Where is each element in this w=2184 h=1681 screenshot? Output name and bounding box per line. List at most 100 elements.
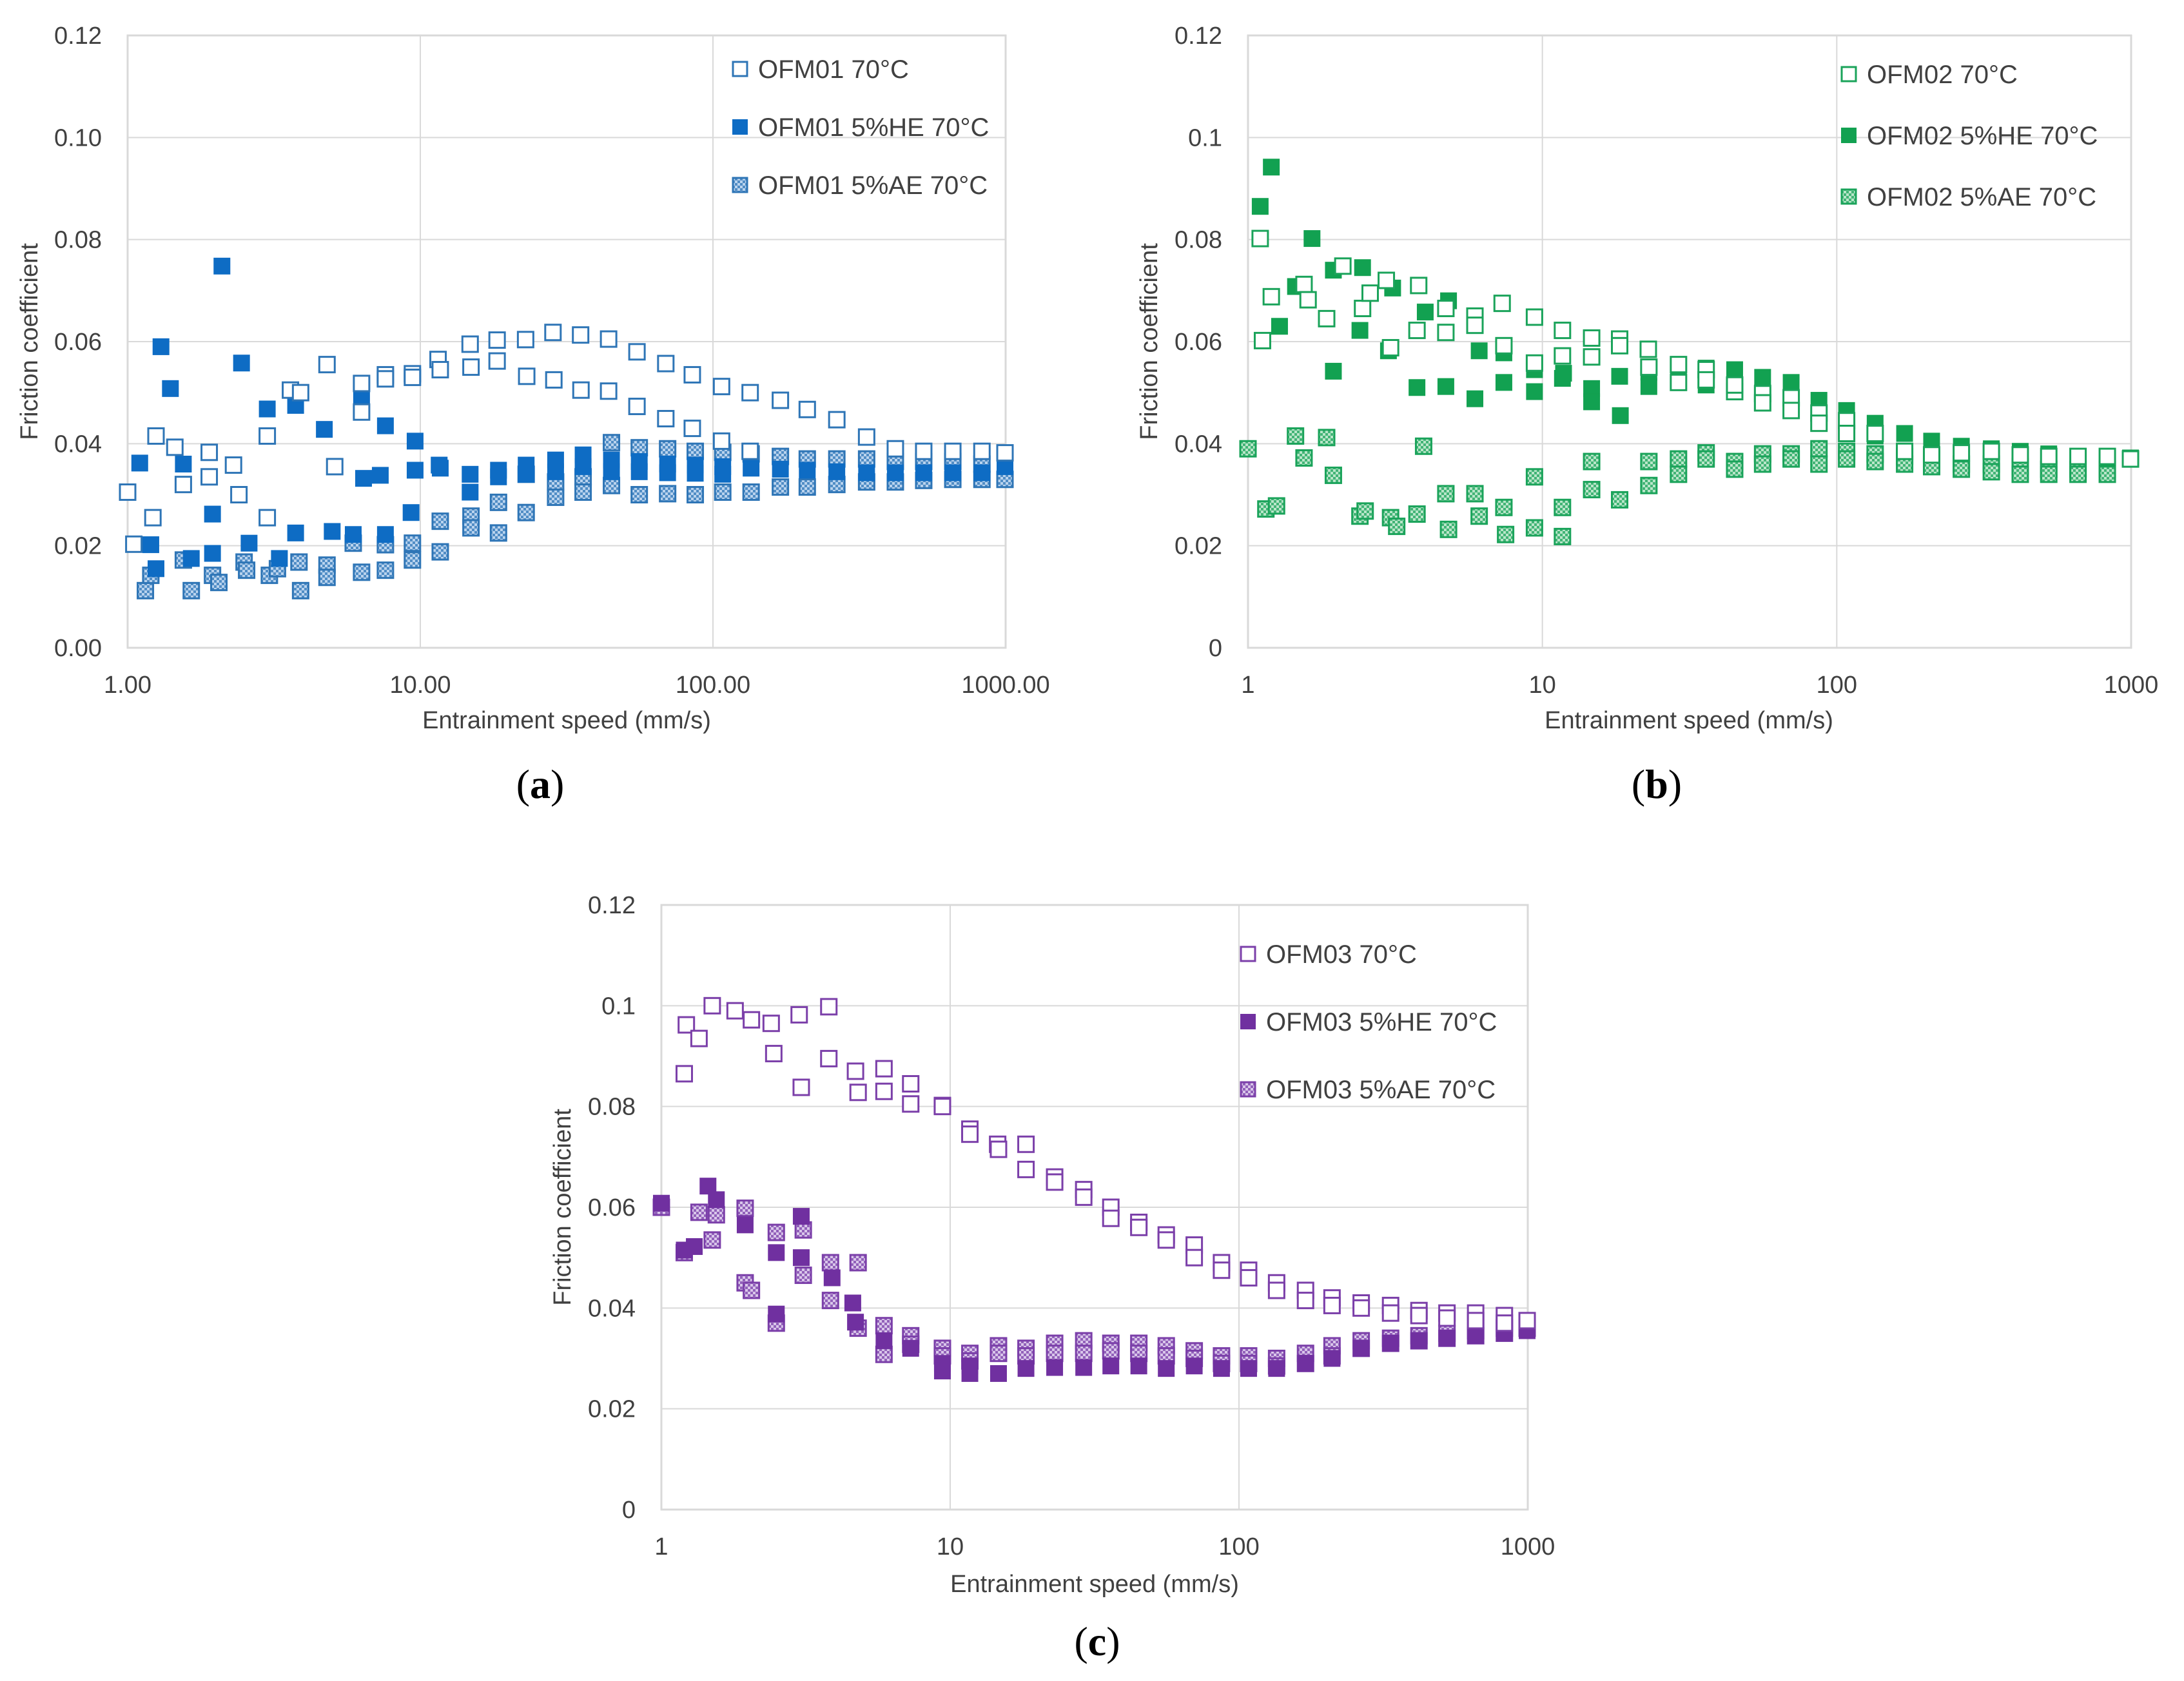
data-point-filled xyxy=(204,505,221,523)
data-point-open xyxy=(1438,1309,1456,1327)
data-point-filled xyxy=(1782,374,1800,391)
y-tick-label: 0.08 xyxy=(54,227,102,254)
data-point-patterned xyxy=(318,568,336,587)
data-point-open xyxy=(1262,287,1280,306)
y-tick-label: 0.08 xyxy=(588,1094,636,1121)
data-point-open xyxy=(1922,446,1940,464)
data-point-filled xyxy=(799,462,816,479)
data-point-filled xyxy=(547,463,564,480)
data-point-open xyxy=(125,535,143,553)
data-point-open xyxy=(353,374,371,393)
y-tick-label: 0.02 xyxy=(588,1396,636,1423)
data-point-open xyxy=(1611,336,1629,355)
legend-marker-filled xyxy=(1240,1014,1256,1029)
y-tick-label: 0.02 xyxy=(54,533,102,560)
data-point-patterned xyxy=(1640,452,1658,471)
data-point-open xyxy=(1670,373,1688,391)
data-point-filled xyxy=(1102,1357,1120,1375)
data-point-open xyxy=(792,1078,810,1096)
data-point-open xyxy=(326,458,344,476)
data-point-filled xyxy=(431,460,449,477)
data-point-open xyxy=(875,1082,893,1100)
data-point-patterned xyxy=(238,561,256,579)
data-point-patterned xyxy=(767,1223,785,1241)
data-point-filled xyxy=(233,355,250,372)
data-point-filled xyxy=(152,338,170,355)
data-point-filled xyxy=(175,456,192,472)
x-tick-labels: 1 10 100 1000 xyxy=(654,1533,1555,1560)
data-point-patterned xyxy=(1753,455,1771,473)
data-point-patterned xyxy=(659,440,677,458)
data-point-open xyxy=(1639,340,1657,358)
data-point-open xyxy=(1466,316,1484,335)
x-tick-label: 1000 xyxy=(2104,672,2159,699)
data-point-patterned xyxy=(2011,465,2029,483)
data-point-filled xyxy=(708,1191,725,1209)
data-point-patterned xyxy=(291,581,309,599)
data-point-filled xyxy=(1303,230,1321,248)
data-point-filled xyxy=(1611,367,1628,385)
data-point-open xyxy=(1554,347,1572,365)
data-point-filled xyxy=(875,1332,893,1350)
x-tick-label: 100.00 xyxy=(676,672,750,699)
data-point-open xyxy=(545,371,563,389)
data-point-patterned xyxy=(1953,460,1971,478)
data-point-open xyxy=(1810,414,1828,432)
data-point-patterned xyxy=(1075,1345,1093,1363)
data-point-filled xyxy=(1754,369,1771,386)
data-point-open xyxy=(772,391,790,409)
data-point-filled xyxy=(406,432,424,450)
data-point-patterned xyxy=(659,485,677,503)
legend-entry: OFM02 5%AE 70°C xyxy=(1867,183,2096,211)
data-point-open xyxy=(857,428,875,446)
data-point-open xyxy=(1982,442,2000,460)
data-point-open xyxy=(600,330,618,348)
data-point-open xyxy=(712,432,730,450)
legend-marker-open xyxy=(732,61,748,77)
data-point-patterned xyxy=(462,519,480,537)
data-point-open xyxy=(902,1095,920,1113)
data-point-filled xyxy=(686,1238,703,1255)
legend-entry: OFM02 5%HE 70°C xyxy=(1867,122,2098,150)
data-point-open xyxy=(933,1098,951,1116)
data-point-filled xyxy=(1437,378,1454,395)
data-point-filled xyxy=(1017,1360,1035,1377)
data-points xyxy=(1239,159,2140,545)
data-point-open xyxy=(657,355,675,373)
data-point-patterned xyxy=(2069,465,2087,483)
data-point-patterned xyxy=(703,1231,721,1249)
x-tick-label: 100 xyxy=(1817,672,1857,699)
data-point-patterned xyxy=(736,1200,754,1218)
data-point-filled xyxy=(714,465,732,483)
data-point-patterned xyxy=(376,561,395,579)
data-point-filled xyxy=(1726,361,1743,378)
data-point-filled xyxy=(933,1363,951,1380)
x-tick-labels: 1.00 10.00 100.00 1000.00 xyxy=(104,672,1050,699)
data-point-open xyxy=(200,468,219,486)
data-point-filled xyxy=(376,526,394,543)
data-point-filled xyxy=(258,400,276,418)
data-point-filled xyxy=(1271,318,1288,335)
data-point-patterned xyxy=(489,524,507,542)
data-point-patterned xyxy=(1495,498,1513,516)
chart-panel-c: 0 0.02 0.04 0.06 0.08 0.1 0.12 1 10 100 1000 OFM0… xyxy=(549,892,1555,1664)
data-point-patterned xyxy=(772,478,790,496)
data-point-open xyxy=(462,358,480,376)
data-point-patterned xyxy=(1554,498,1572,516)
x-tick-label: 10 xyxy=(937,1533,964,1560)
data-point-open xyxy=(1495,336,1513,355)
data-point-open xyxy=(119,483,137,501)
data-point-open xyxy=(2040,447,2058,465)
data-point-open xyxy=(886,440,904,458)
data-point-open xyxy=(1240,1268,1258,1287)
data-point-patterned xyxy=(1267,497,1285,515)
data-point-patterned xyxy=(1611,491,1629,509)
data-point-open xyxy=(376,370,395,388)
legend-marker-open xyxy=(1840,66,1857,83)
data-point-open xyxy=(628,398,646,416)
data-point-open xyxy=(657,410,675,428)
y-tick-label: 0 xyxy=(622,1497,636,1524)
data-point-open xyxy=(461,335,479,353)
data-point-patterned xyxy=(1388,518,1406,536)
y-tick-label: 0.10 xyxy=(54,124,102,151)
